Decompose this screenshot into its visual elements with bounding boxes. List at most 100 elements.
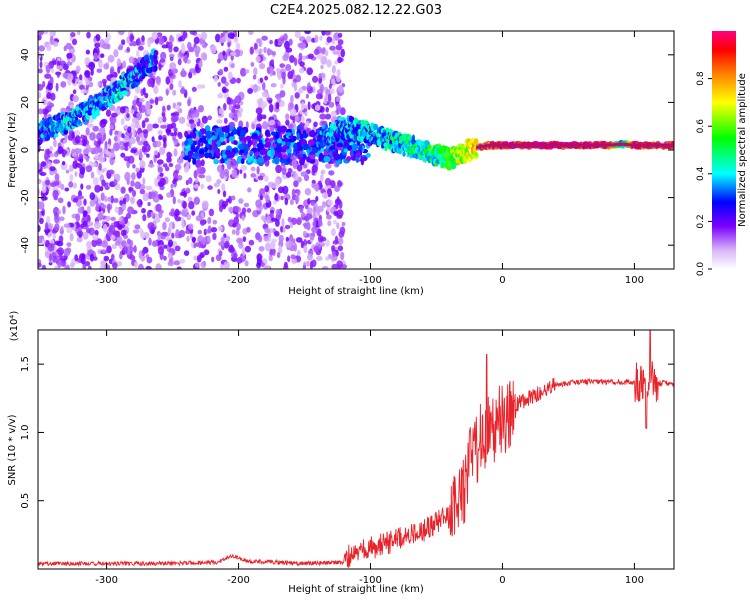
y-tick-label: 1.5 — [20, 356, 31, 372]
spectrogram-cell — [270, 83, 277, 88]
spectrogram-cell — [299, 61, 305, 67]
spectrogram-cell — [264, 129, 271, 137]
spectrogram-cell — [124, 124, 129, 130]
spectrogram-cell — [334, 185, 341, 193]
spectrogram-cell — [158, 63, 162, 71]
spectrogram-cell — [92, 234, 99, 241]
spectrogram-cell — [154, 177, 158, 186]
spectrogram-cell — [290, 254, 296, 260]
spectrogram-cell — [385, 127, 390, 134]
spectrogram-cell — [94, 229, 99, 236]
spectrogram-cell — [113, 221, 119, 228]
spectrogram-cell — [201, 115, 208, 124]
spectrogram-cell — [69, 164, 74, 173]
spectrogram-cell — [134, 85, 141, 94]
spectrogram-cell — [92, 177, 99, 186]
spectrogram-cell — [139, 189, 146, 195]
spectrogram-cell — [182, 201, 187, 209]
spectrogram-cell — [173, 148, 178, 157]
spectrogram-cell — [266, 47, 271, 57]
spectrogram-cell — [190, 145, 196, 152]
spectrogram-cell — [296, 164, 303, 172]
spectrogram-cell — [117, 45, 123, 51]
spectrogram-cell — [240, 158, 245, 165]
spectrogram-cell — [108, 169, 115, 175]
spectrogram-cell — [74, 129, 81, 137]
spectrogram-cell — [231, 169, 237, 178]
spectrogram-cell — [186, 235, 190, 242]
spectrogram-cell — [210, 45, 217, 54]
spectrogram-cell — [178, 36, 183, 42]
spectrogram-cell — [280, 84, 284, 89]
spectrogram-cell — [276, 144, 282, 150]
spectrogram-cell — [189, 68, 196, 74]
spectrogram-cell — [123, 156, 131, 162]
spectrogram-cell — [283, 264, 289, 269]
spectrogram-cell — [66, 61, 73, 66]
spectrogram-cell — [261, 35, 268, 41]
spectrogram-cell — [137, 263, 144, 269]
spectrogram-cell — [211, 256, 215, 263]
spectrogram-cell — [140, 255, 145, 262]
spectrogram-cell — [289, 222, 293, 229]
spectrogram-cell — [265, 242, 271, 252]
spectrogram-cell — [217, 189, 221, 194]
spectrogram-cell — [56, 240, 64, 247]
spectrogram-cell — [289, 55, 295, 63]
spectrogram-cell — [281, 218, 285, 228]
spectrogram-cell — [200, 52, 207, 61]
spectrogram-cell — [259, 194, 263, 201]
spectrogram-cell — [38, 178, 42, 184]
spectrogram-cell — [213, 158, 219, 165]
spectrogram-cell — [347, 145, 353, 150]
spectrogram-cell — [261, 91, 268, 98]
spectrogram-cell — [141, 120, 146, 129]
spectrogram-cell — [302, 264, 307, 269]
spectrogram-cell — [132, 129, 136, 138]
spectrogram-cell — [99, 62, 103, 69]
spectrogram-cell — [239, 129, 246, 138]
spectrogram-cell — [241, 207, 247, 214]
spectrogram-cell — [117, 31, 125, 36]
spectrogram-cell — [221, 203, 227, 210]
spectrogram-cell — [330, 110, 337, 117]
spectrogram-cell — [320, 48, 326, 55]
spectrogram-cell — [307, 249, 314, 255]
spectrogram-cell — [43, 101, 47, 106]
spectrogram-cell — [300, 55, 307, 61]
x-tick-label: -100 — [359, 275, 382, 286]
spectrogram-cell — [181, 68, 185, 73]
spectrogram-cell — [319, 113, 327, 120]
spectrogram-cell — [272, 250, 276, 256]
spectrogram-cell — [38, 108, 44, 115]
spectrogram-cell — [252, 74, 257, 80]
spectrogram-cell — [166, 123, 174, 130]
spectrogram-cell — [100, 192, 105, 201]
spectrogram-cell — [158, 135, 163, 141]
spectrogram-cell — [298, 87, 303, 94]
spectrogram-cell — [130, 109, 135, 115]
spectrogram-cell — [72, 182, 78, 189]
spectrogram-cell — [98, 163, 102, 171]
spectrogram-cell — [172, 196, 176, 205]
spectrogram-cell — [173, 260, 181, 266]
spectrogram-cell — [94, 109, 100, 117]
spectrogram-cell — [277, 37, 285, 45]
spectrogram-cell — [65, 169, 70, 174]
spectrogram-cell — [200, 159, 205, 167]
spectrogram-cell — [207, 138, 213, 145]
spectrogram-cell — [147, 201, 151, 207]
y-tick-label: 0.5 — [20, 493, 31, 509]
spectrogram-cells — [38, 31, 674, 269]
spectrogram-cell — [299, 206, 304, 214]
spectrogram-cell — [217, 93, 224, 99]
spectrogram-cell — [91, 162, 98, 168]
spectrogram-cell — [198, 148, 205, 155]
spectrogram-cell — [166, 192, 172, 198]
spectrogram-cell — [90, 171, 95, 179]
spectrogram-cell — [228, 104, 233, 111]
spectrogram-cell — [151, 240, 158, 247]
spectrogram-cell — [200, 261, 207, 269]
spectrogram-cell — [38, 211, 42, 219]
spectrogram-cell — [270, 59, 274, 64]
